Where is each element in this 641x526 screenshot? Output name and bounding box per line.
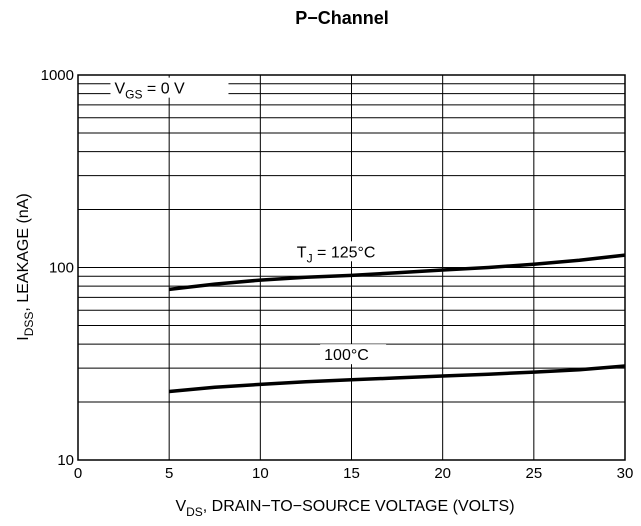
plot-frame [77,74,626,461]
x-tick-label: 15 [343,465,360,482]
x-tick-label: 0 [74,465,82,482]
series-line [169,364,626,394]
annotation-label: 100°C [324,347,369,364]
annotation-label: TJ = 125°C [297,244,376,265]
y-tick-label: 10 [57,452,74,469]
x-tick-label: 30 [617,465,634,482]
x-axis-label: VDS, DRAIN−TO−SOURCE VOLTAGE (VOLTS) [175,498,514,519]
y-tick-label: 100 [49,260,74,277]
x-tick-label: 10 [252,465,269,482]
chart-title: P−Channel [295,8,389,28]
x-tick-label: 25 [525,465,542,482]
annotation-backing [292,241,401,262]
annotation-backing [110,77,229,98]
annotation-label: VGS = 0 V [114,81,185,102]
y-axis-ticks: 10 100 1000 [41,67,74,469]
y-axis-label: IDSS, LEAKAGE (nA) [15,193,36,340]
series-group [168,253,626,394]
y-tick-label: 1000 [41,67,74,84]
x-axis-ticks: 0 5 10 15 20 25 30 [74,465,634,482]
x-tick-label: 20 [434,465,451,482]
x-tick-label: 5 [165,465,173,482]
series-line [168,253,626,292]
grid [78,75,625,460]
annotation-backing [320,344,387,365]
annotations: VGS = 0 V TJ = 125°C 100°C [110,77,401,365]
